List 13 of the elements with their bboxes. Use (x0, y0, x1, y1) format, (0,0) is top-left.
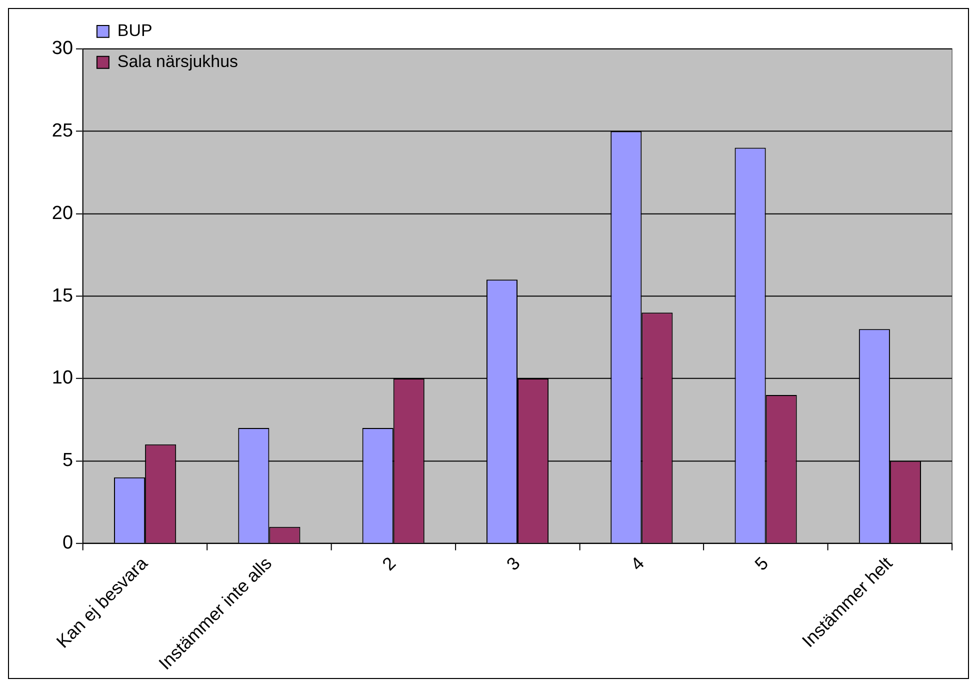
y-tick-label: 20 (52, 202, 73, 224)
y-tick-label: 25 (52, 120, 73, 142)
y-tick-label: 15 (52, 285, 73, 306)
y-tick-label: 0 (62, 532, 73, 554)
x-tick-label: 3 (502, 553, 524, 574)
legend-label: BUP (117, 21, 152, 40)
y-tick-label: 10 (52, 368, 73, 389)
legend-label: Sala närsjukhus (117, 52, 238, 72)
x-tick-label: 5 (750, 553, 772, 574)
y-tick-label: 30 (52, 38, 73, 60)
y-tick-label: 5 (62, 450, 73, 472)
x-tick-label: 2 (378, 553, 400, 574)
x-tick-label: 4 (626, 553, 648, 574)
